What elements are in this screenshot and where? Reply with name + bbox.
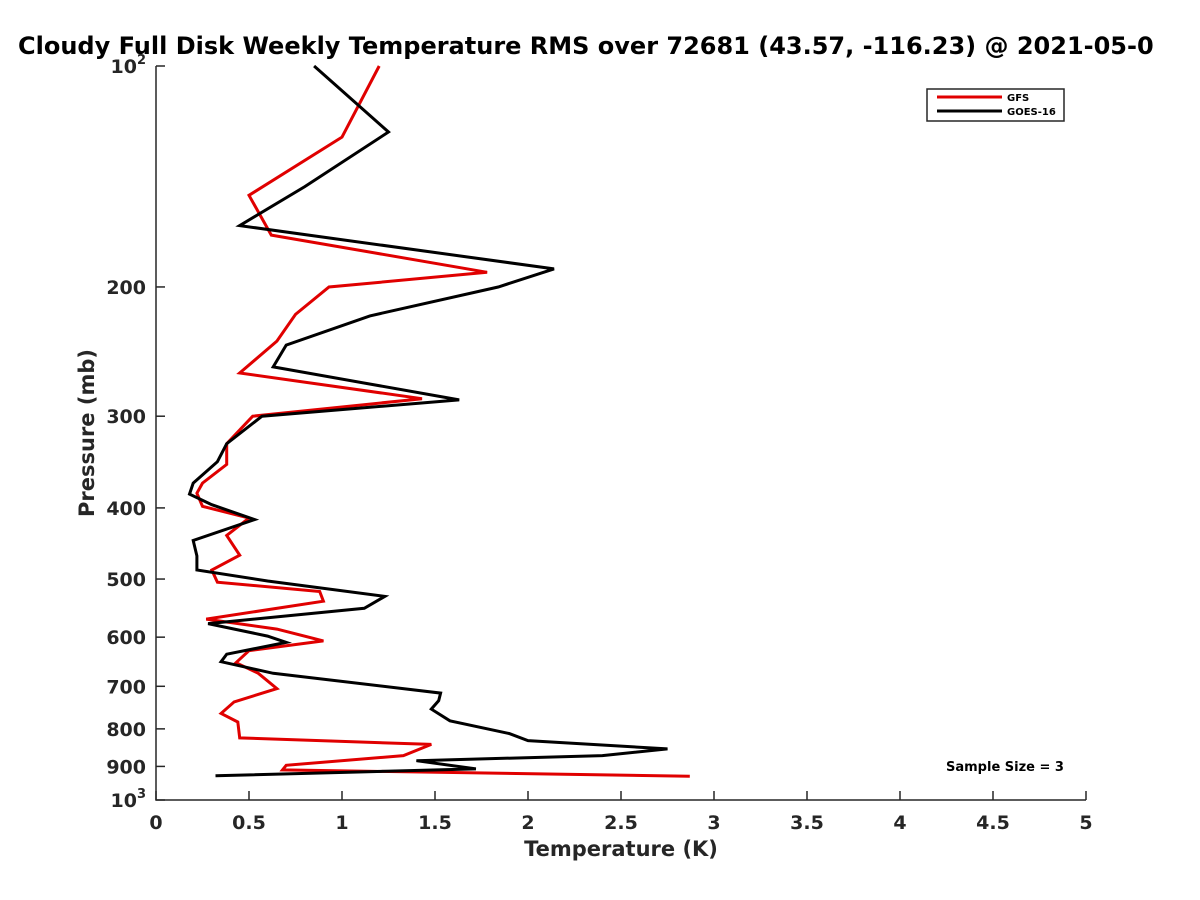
- legend-entry: GOES-16: [1007, 107, 1056, 118]
- legend-box: [926, 88, 1065, 122]
- chart-title: Cloudy Full Disk Weekly Temperature RMS …: [18, 32, 1154, 60]
- x-tick-label: 2: [521, 812, 534, 834]
- x-tick-label: 1.5: [418, 812, 452, 834]
- x-tick-label: 4.5: [976, 812, 1010, 834]
- x-tick-label: 2.5: [604, 812, 638, 834]
- legend: GFS GOES-16: [926, 88, 1065, 122]
- series-line-goes-16: [187, 64, 668, 778]
- y-tick-label: 400: [106, 498, 146, 520]
- x-axis-ticks: 0 0.5 1 1.5 2 2.5 3 3.5 4 4.5 5: [149, 791, 1093, 834]
- sample-size-annotation: Sample Size = 3: [946, 760, 1064, 775]
- y-tick-label: 900: [106, 756, 146, 778]
- x-tick-label: 4: [893, 812, 906, 834]
- y-axis-ticks: 102 200 300 400 500 600 700 800 900 103: [106, 53, 165, 812]
- y-tick-label: 102: [111, 53, 147, 78]
- series-lines: [187, 64, 690, 778]
- x-tick-label: 5: [1079, 812, 1092, 834]
- y-tick-label: 300: [106, 406, 146, 428]
- y-tick-label: 200: [106, 277, 146, 299]
- plot-axes: [155, 66, 1086, 801]
- y-axis-label: Pressure (mb): [75, 349, 99, 517]
- x-axis-label: Temperature (K): [524, 837, 718, 861]
- y-tick-label: 700: [106, 676, 146, 698]
- x-tick-label: 3.5: [790, 812, 824, 834]
- legend-entry: GFS: [1007, 93, 1029, 104]
- y-tick-label: 500: [106, 569, 146, 591]
- series-line-gfs: [195, 65, 690, 778]
- x-tick-label: 0.5: [232, 812, 266, 834]
- y-tick-label: 600: [106, 627, 146, 649]
- x-tick-label: 0: [149, 812, 162, 834]
- y-tick-label: 800: [106, 719, 146, 741]
- x-tick-label: 1: [335, 812, 348, 834]
- x-tick-label: 3: [707, 812, 720, 834]
- y-tick-label: 103: [111, 787, 147, 812]
